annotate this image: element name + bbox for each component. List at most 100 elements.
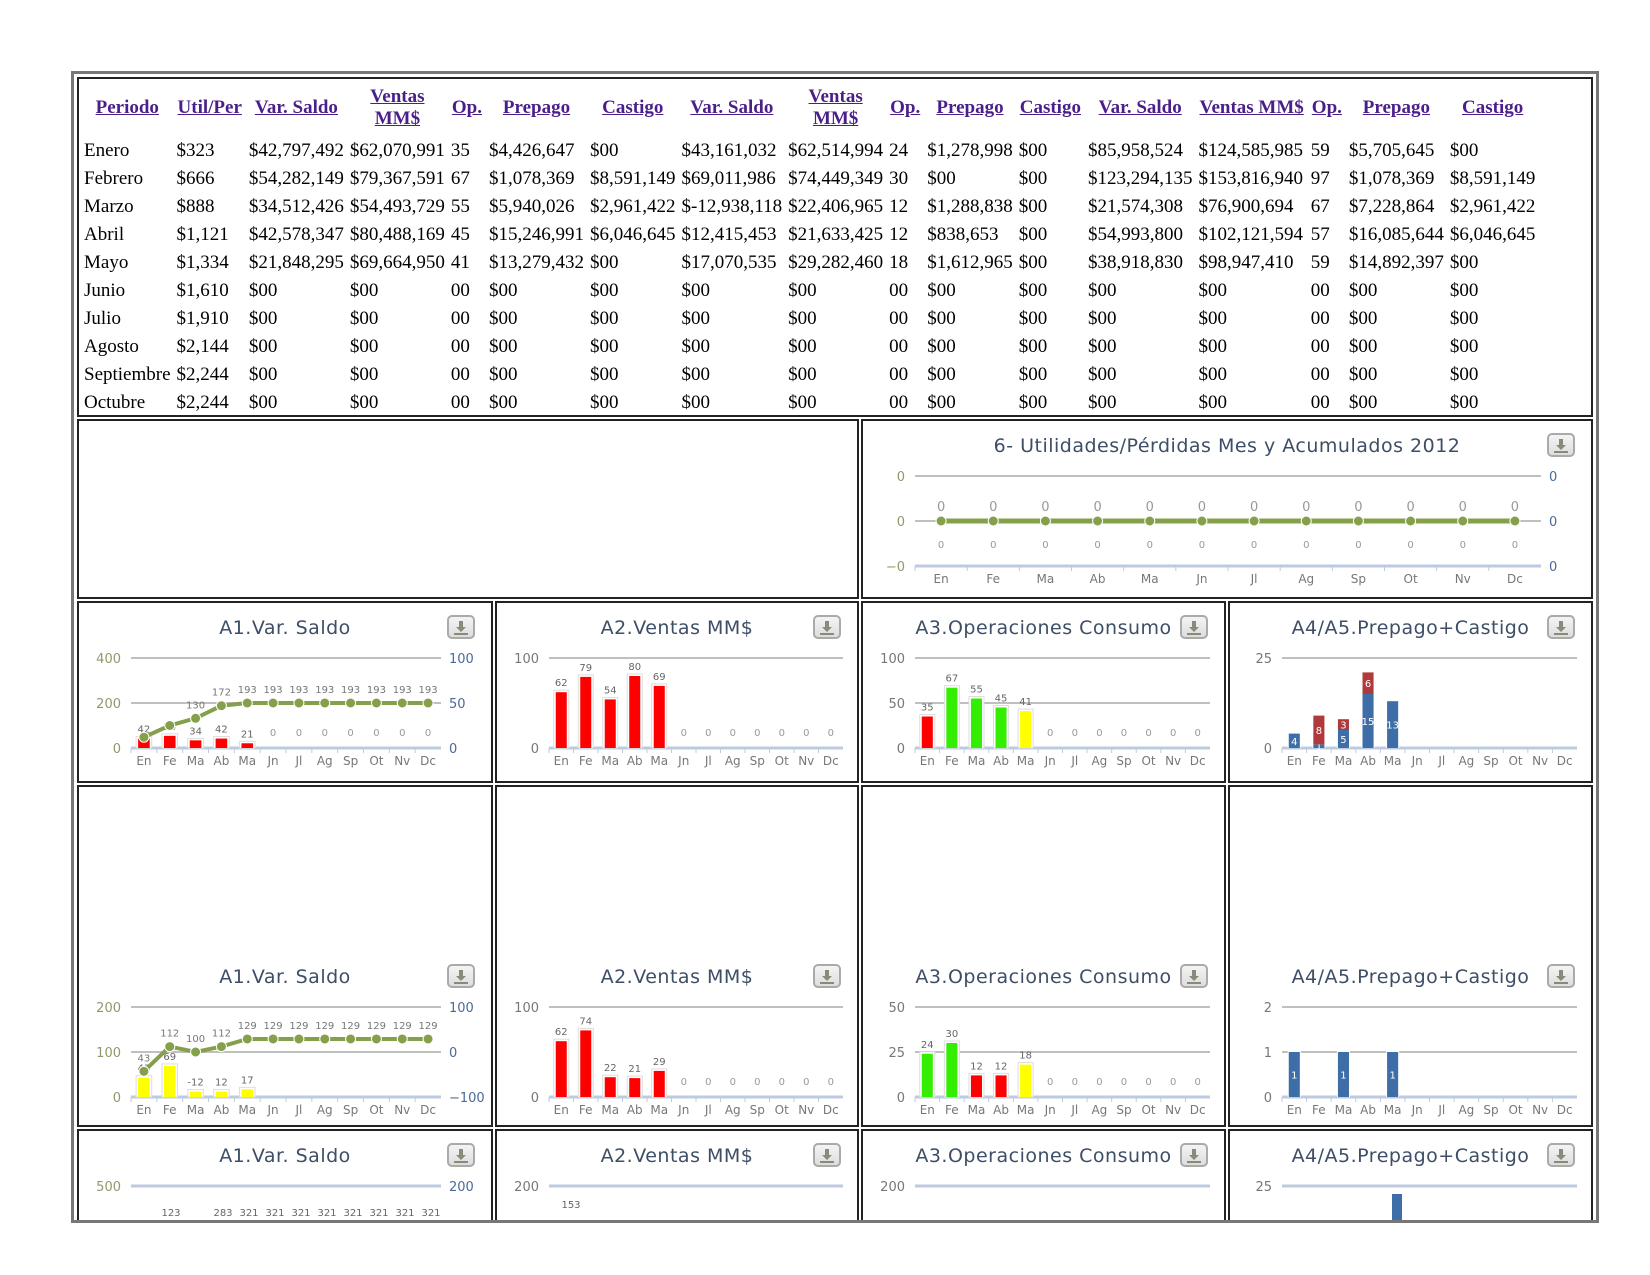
line-point[interactable]	[1144, 515, 1156, 527]
download-button[interactable]	[1547, 964, 1575, 988]
table-cell: $34,512,426	[248, 196, 344, 217]
download-button[interactable]	[1547, 433, 1575, 457]
table-cell: $00	[1348, 308, 1378, 329]
download-button[interactable]	[1547, 1143, 1575, 1167]
line-point[interactable]	[319, 697, 331, 709]
line-point[interactable]	[164, 1041, 176, 1053]
x-tick-label: Fe	[945, 1103, 959, 1117]
bar-value-label: 0	[1072, 728, 1078, 739]
point-value-label: 129	[289, 1021, 308, 1032]
column-header-ventas-mm-[interactable]: Ventas MM$	[1199, 97, 1304, 118]
point-value-label: 129	[315, 1021, 334, 1032]
download-button[interactable]	[1547, 615, 1575, 639]
table-cell: $00	[349, 364, 379, 385]
line-point[interactable]	[267, 1033, 279, 1045]
column-header-ventas-mm-[interactable]: Ventas MM$	[370, 86, 425, 129]
line-point[interactable]	[1039, 515, 1051, 527]
download-button[interactable]	[813, 964, 841, 988]
table-cell: $00	[590, 280, 619, 301]
line-point[interactable]	[293, 697, 305, 709]
column-header-castigo[interactable]: Castigo	[1019, 97, 1081, 118]
download-button[interactable]	[447, 615, 475, 639]
line-point[interactable]	[345, 697, 357, 709]
line-point[interactable]	[138, 1065, 150, 1077]
line-point[interactable]	[1457, 515, 1469, 527]
line-point[interactable]	[396, 1033, 408, 1045]
line-point[interactable]	[215, 700, 227, 712]
column-header-var-saldo[interactable]: Var. Saldo	[690, 97, 774, 118]
line-point[interactable]	[1509, 515, 1521, 527]
table-cell: $29,282,460	[788, 252, 884, 273]
column-header-op-[interactable]: Op.	[890, 97, 921, 118]
download-button[interactable]	[1180, 615, 1208, 639]
line-point[interactable]	[293, 1033, 305, 1045]
column-header-prepago[interactable]: Prepago	[502, 97, 571, 118]
line-point[interactable]	[370, 1033, 382, 1045]
bar-value-label: 34	[189, 726, 202, 737]
bar	[629, 1078, 641, 1097]
line-point[interactable]	[1248, 515, 1260, 527]
column-header-ventas-mm-[interactable]: Ventas MM$	[808, 86, 863, 129]
table-cell: $00	[1087, 392, 1117, 413]
download-button[interactable]	[813, 1143, 841, 1167]
column-header-prepago[interactable]: Prepago	[1362, 97, 1430, 118]
x-tick-label: En	[554, 754, 569, 768]
x-tick-label: Sp	[750, 1103, 765, 1117]
line-point[interactable]	[935, 515, 947, 527]
line-point[interactable]	[190, 1046, 202, 1058]
download-button[interactable]	[813, 615, 841, 639]
line-point[interactable]	[345, 1033, 357, 1045]
column-header-util-per[interactable]: Util/Per	[177, 97, 242, 118]
x-tick-label: Dc	[823, 1103, 839, 1117]
x-tick-label: En	[554, 1103, 569, 1117]
line-point[interactable]	[1300, 515, 1312, 527]
column-header-op-[interactable]: Op.	[1311, 97, 1342, 118]
x-tick-label: Sp	[1483, 754, 1498, 768]
line-point[interactable]	[1196, 515, 1208, 527]
column-header-var-saldo[interactable]: Var. Saldo	[1098, 97, 1182, 118]
line-point[interactable]	[319, 1033, 331, 1045]
bar	[921, 716, 933, 748]
x-tick-label: Ma	[1141, 572, 1159, 586]
line-point[interactable]	[267, 697, 279, 709]
column-header-var-saldo[interactable]: Var. Saldo	[254, 97, 338, 118]
bar	[995, 1075, 1007, 1097]
line-point[interactable]	[370, 697, 382, 709]
line-point[interactable]	[1405, 515, 1417, 527]
point-value-label: 193	[289, 685, 308, 696]
column-header-castigo[interactable]: Castigo	[1462, 97, 1524, 118]
bar	[163, 1065, 176, 1097]
line-point[interactable]	[241, 697, 253, 709]
line-point[interactable]	[215, 1041, 227, 1053]
line-point[interactable]	[241, 1033, 253, 1045]
stacked-bar	[1337, 730, 1349, 748]
y-tick-label: 0	[1264, 1091, 1272, 1106]
line-point[interactable]	[164, 720, 176, 731]
table-cell: Marzo	[84, 196, 134, 217]
download-button[interactable]	[447, 1143, 475, 1167]
line-point[interactable]	[190, 712, 202, 724]
table-cell: 59	[1310, 252, 1330, 273]
download-button[interactable]	[1180, 1143, 1208, 1167]
column-header-prepago[interactable]: Prepago	[936, 97, 1004, 118]
line-point[interactable]	[422, 1033, 434, 1045]
table-cell: $00	[1018, 252, 1048, 273]
line-point[interactable]	[422, 697, 434, 709]
line-point[interactable]	[987, 515, 999, 527]
table-cell: $00	[1198, 308, 1227, 329]
line-point[interactable]	[138, 731, 150, 743]
line-point[interactable]	[1352, 515, 1364, 527]
bar	[1392, 1194, 1402, 1220]
bar-value-label: 0	[730, 728, 736, 739]
download-button[interactable]	[447, 964, 475, 988]
line-point[interactable]	[1092, 515, 1104, 527]
column-header-periodo[interactable]: Periodo	[95, 97, 159, 118]
table-cell: $21,633,425	[788, 224, 884, 245]
download-button[interactable]	[1180, 964, 1208, 988]
line-point[interactable]	[396, 697, 408, 709]
chart-panel-r2a2: A2.Ventas MM$ 100 0 En Fe Ma Ab Ma Jn Jl Ag Sp Ot Nv D…	[495, 785, 859, 1127]
bar-value-label: 0	[1407, 540, 1413, 551]
column-header-castigo[interactable]: Castigo	[602, 97, 664, 118]
column-header-op-[interactable]: Op.	[451, 97, 482, 118]
y-tick-label: 0	[897, 1091, 905, 1106]
